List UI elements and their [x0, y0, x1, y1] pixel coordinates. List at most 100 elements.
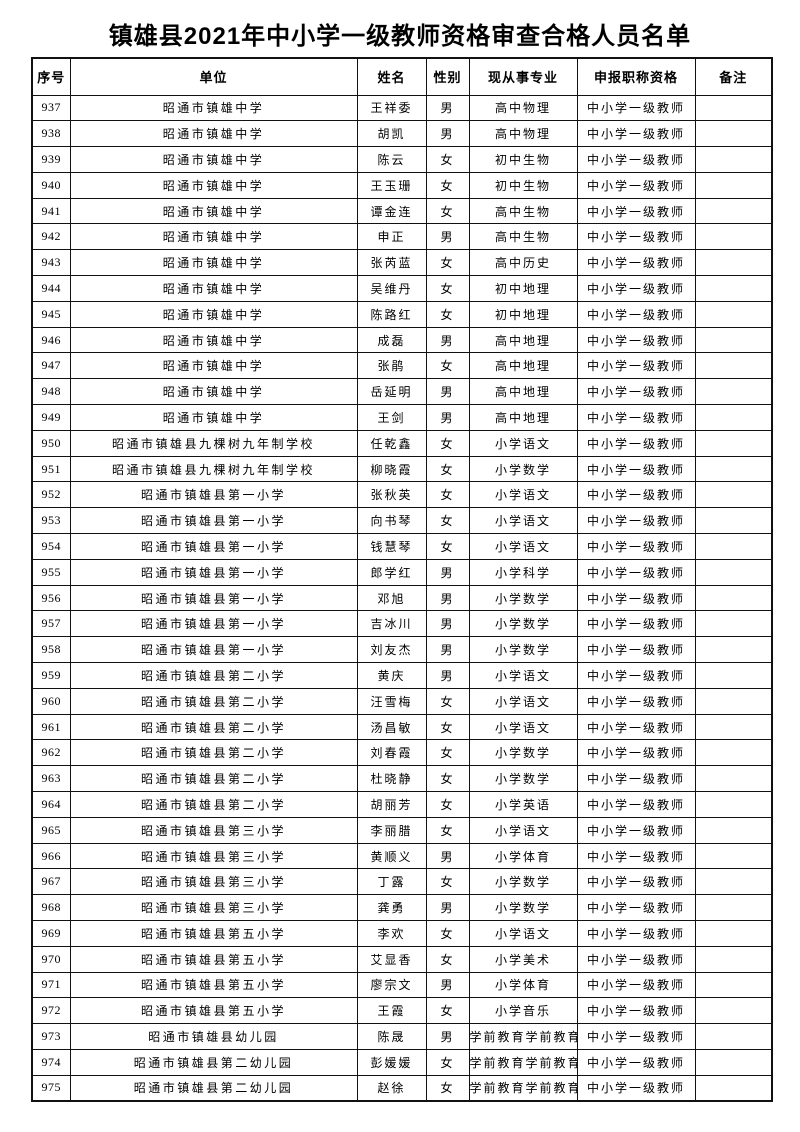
table-row: 956 昭通市镇雄县第一小学 邓旭男小学数学 中小学一级教师 — [31, 584, 773, 612]
cell-gender: 女 — [425, 920, 470, 947]
cell-note — [694, 146, 773, 173]
table-row: 972 昭通市镇雄县第五小学 王霞女小学音乐 中小学一级教师 — [31, 997, 773, 1025]
table-row: 974 昭通市镇雄县第二幼儿园 彭媛媛女学前教育学前教育 中小学一级教师 — [31, 1048, 773, 1076]
table-row: 964 昭通市镇雄县第二小学 胡丽芳女小学英语 中小学一级教师 — [31, 791, 773, 818]
cell-name: 吉冰川 — [356, 610, 427, 638]
cell-unit: 昭通市镇雄中学 — [69, 94, 358, 122]
cell-title: 中小学一级教师 — [576, 687, 696, 715]
cell-name: 龚勇 — [356, 894, 427, 921]
cell-major: 学前教育学前教育 — [468, 1048, 578, 1076]
cell-name: 黄庆 — [356, 662, 427, 689]
cell-major: 初中生物 — [468, 146, 578, 173]
cell-title: 中小学一级教师 — [576, 1023, 696, 1050]
cell-note — [694, 533, 773, 560]
cell-name: 成磊 — [356, 326, 427, 354]
cell-gender: 男 — [425, 558, 470, 586]
cell-note — [694, 687, 773, 715]
cell-gender: 女 — [425, 816, 470, 844]
cell-no: 962 — [31, 739, 71, 767]
cell-note — [694, 378, 773, 406]
cell-unit: 昭通市镇雄县九棵树九年制学校 — [69, 429, 358, 457]
cell-no: 970 — [31, 945, 71, 973]
cell-name: 陈晟 — [356, 1023, 427, 1050]
cell-major: 小学语文 — [468, 507, 578, 535]
cell-name: 钱慧琴 — [356, 533, 427, 560]
cell-name: 王祥委 — [356, 94, 427, 122]
cell-gender: 女 — [425, 791, 470, 818]
column-header-unit: 单位 — [69, 57, 358, 96]
cell-name: 谭金连 — [356, 197, 427, 225]
column-header-gender: 性别 — [425, 57, 470, 96]
cell-title: 中小学一级教师 — [576, 868, 696, 896]
table-row: 941 昭通市镇雄中学 谭金连女高中生物 中小学一级教师 — [31, 197, 773, 225]
cell-unit: 昭通市镇雄中学 — [69, 300, 358, 328]
cell-name: 岳延明 — [356, 378, 427, 406]
cell-unit: 昭通市镇雄县第一小学 — [69, 481, 358, 509]
cell-major: 小学语文 — [468, 816, 578, 844]
cell-note — [694, 636, 773, 664]
cell-title: 中小学一级教师 — [576, 636, 696, 664]
cell-name: 王剑 — [356, 404, 427, 431]
cell-name: 郎学红 — [356, 558, 427, 586]
cell-major: 高中物理 — [468, 94, 578, 122]
cell-title: 中小学一级教师 — [576, 455, 696, 483]
cell-no: 966 — [31, 842, 71, 870]
cell-no: 974 — [31, 1048, 71, 1076]
cell-no: 964 — [31, 791, 71, 818]
cell-major: 高中地理 — [468, 326, 578, 354]
cell-major: 小学数学 — [468, 868, 578, 896]
table-row: 973 昭通市镇雄县幼儿园 陈晟男学前教育学前教育 中小学一级教师 — [31, 1023, 773, 1050]
cell-title: 中小学一级教师 — [576, 584, 696, 612]
column-header-no: 序号 — [31, 57, 71, 96]
cell-note — [694, 816, 773, 844]
cell-gender: 女 — [425, 997, 470, 1025]
table-row: 938 昭通市镇雄中学 胡凯男高中物理 中小学一级教师 — [31, 120, 773, 148]
cell-no: 948 — [31, 378, 71, 406]
table-header: 序号 单位 姓名 性别 现从事专业 申报职称资格 备注 — [31, 57, 773, 96]
cell-no: 949 — [31, 404, 71, 431]
cell-no: 951 — [31, 455, 71, 483]
cell-name: 吴维丹 — [356, 275, 427, 302]
cell-title: 中小学一级教师 — [576, 816, 696, 844]
table-row: 960 昭通市镇雄县第二小学 汪雪梅女小学语文 中小学一级教师 — [31, 687, 773, 715]
cell-title: 中小学一级教师 — [576, 249, 696, 277]
cell-note — [694, 404, 773, 431]
cell-major: 小学数学 — [468, 455, 578, 483]
cell-major: 小学数学 — [468, 739, 578, 767]
cell-no: 961 — [31, 713, 71, 741]
cell-title: 中小学一级教师 — [576, 945, 696, 973]
cell-no: 969 — [31, 920, 71, 947]
cell-unit: 昭通市镇雄县第一小学 — [69, 533, 358, 560]
cell-unit: 昭通市镇雄中学 — [69, 275, 358, 302]
cell-name: 艾显香 — [356, 945, 427, 973]
cell-unit: 昭通市镇雄中学 — [69, 146, 358, 173]
cell-unit: 昭通市镇雄中学 — [69, 404, 358, 431]
cell-gender: 男 — [425, 378, 470, 406]
cell-gender: 男 — [425, 326, 470, 354]
cell-note — [694, 120, 773, 148]
table-row: 952 昭通市镇雄县第一小学 张秋英女小学语文 中小学一级教师 — [31, 481, 773, 509]
cell-gender: 男 — [425, 223, 470, 251]
cell-major: 小学美术 — [468, 945, 578, 973]
cell-gender: 女 — [425, 197, 470, 225]
cell-gender: 女 — [425, 765, 470, 793]
cell-major: 小学语文 — [468, 713, 578, 741]
cell-note — [694, 94, 773, 122]
cell-note — [694, 275, 773, 302]
table-row: 943 昭通市镇雄中学 张芮蓝女高中历史 中小学一级教师 — [31, 249, 773, 277]
cell-title: 中小学一级教师 — [576, 713, 696, 741]
cell-unit: 昭通市镇雄县第二小学 — [69, 662, 358, 689]
cell-note — [694, 1023, 773, 1050]
cell-title: 中小学一级教师 — [576, 275, 696, 302]
cell-unit: 昭通市镇雄县第五小学 — [69, 971, 358, 999]
cell-note — [694, 739, 773, 767]
cell-major: 学前教育学前教育 — [468, 1023, 578, 1050]
cell-major: 小学语文 — [468, 687, 578, 715]
cell-title: 中小学一级教师 — [576, 507, 696, 535]
cell-no: 941 — [31, 197, 71, 225]
cell-name: 王玉珊 — [356, 171, 427, 199]
cell-no: 972 — [31, 997, 71, 1025]
table-row: 968 昭通市镇雄县第三小学 龚勇男小学数学 中小学一级教师 — [31, 894, 773, 921]
cell-gender: 女 — [425, 455, 470, 483]
cell-note — [694, 920, 773, 947]
